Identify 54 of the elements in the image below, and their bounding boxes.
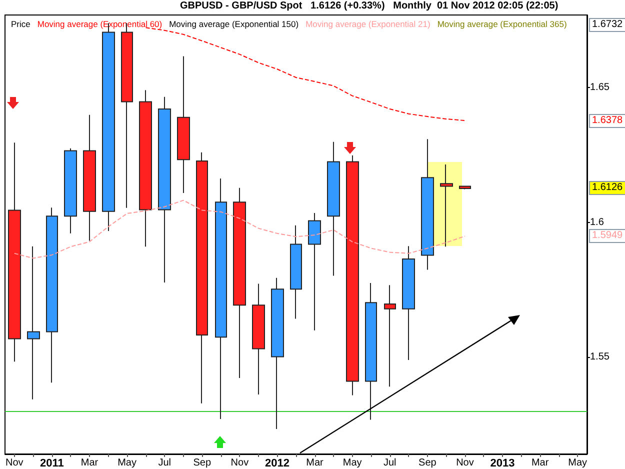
candlestick xyxy=(421,138,434,270)
x-tick-label: 2013 xyxy=(490,458,515,469)
x-tick-label: May xyxy=(118,458,136,468)
candlestick xyxy=(308,212,321,331)
y-tick-label: 1.55 xyxy=(590,352,610,363)
candlestick xyxy=(46,207,58,384)
candlestick xyxy=(459,185,471,190)
candlestick xyxy=(8,142,21,362)
x-tick-label: May xyxy=(342,458,362,468)
candlestick xyxy=(402,246,415,361)
x-tick-label: Mar xyxy=(531,458,550,468)
annotation: 1.6732 xyxy=(589,18,625,32)
x-tick-label: Nov xyxy=(230,458,249,468)
candlestick xyxy=(215,178,227,420)
candlestick xyxy=(327,141,340,276)
candlestick xyxy=(196,152,208,404)
annotation: 1.6378 xyxy=(589,114,625,128)
candlestick xyxy=(64,148,77,234)
x-tick-label: May xyxy=(568,458,588,468)
x-tick-label: Nov xyxy=(456,458,474,468)
candlestick xyxy=(83,114,96,242)
candlestick xyxy=(177,56,190,194)
annotation: 1.6126 xyxy=(589,181,625,196)
candlestick xyxy=(158,96,171,283)
x-tick-label: 2011 xyxy=(40,458,64,469)
x-tick-label: 2012 xyxy=(264,458,290,469)
candlestick xyxy=(27,246,40,400)
x-tick-label: Nov xyxy=(5,458,24,468)
series-label: Moving average (Exponential 60) xyxy=(37,19,162,29)
candlestick xyxy=(440,164,453,248)
x-tick-label: Jul xyxy=(383,458,396,468)
candlestick xyxy=(252,283,265,395)
text: Moving average (Exponential 21) xyxy=(306,19,430,29)
candlestick xyxy=(271,277,284,430)
chart-title: GBPUSD - GBP/USD Spot 1.6126 (+0.33%) Monthly 01 Nov 2012 02:05 (22:05) xyxy=(180,0,558,12)
text: Price xyxy=(11,19,31,29)
y-tick-label: 1.6 xyxy=(590,216,604,228)
candlestick xyxy=(346,154,359,396)
candlestick xyxy=(233,187,246,379)
x-tick-label: Sep xyxy=(418,458,437,468)
line-series xyxy=(14,200,466,259)
candlestick xyxy=(365,282,377,420)
candlestick xyxy=(290,224,302,320)
legend-label: Moving average (Exponential 150) xyxy=(169,19,299,29)
x-tick-label: Mar xyxy=(80,458,99,468)
x-tick-label: Jul xyxy=(158,458,171,468)
x-tick-label: Sep xyxy=(193,458,212,468)
candlestick xyxy=(139,90,152,248)
x-tick-label: Mar xyxy=(306,458,324,468)
line-series xyxy=(145,27,466,122)
legend-label: Moving average (Exponential 365) xyxy=(437,19,567,29)
candlestick xyxy=(384,284,396,388)
y-tick-label: 1.65 xyxy=(590,82,610,94)
annotation: 1.5949 xyxy=(589,229,625,244)
